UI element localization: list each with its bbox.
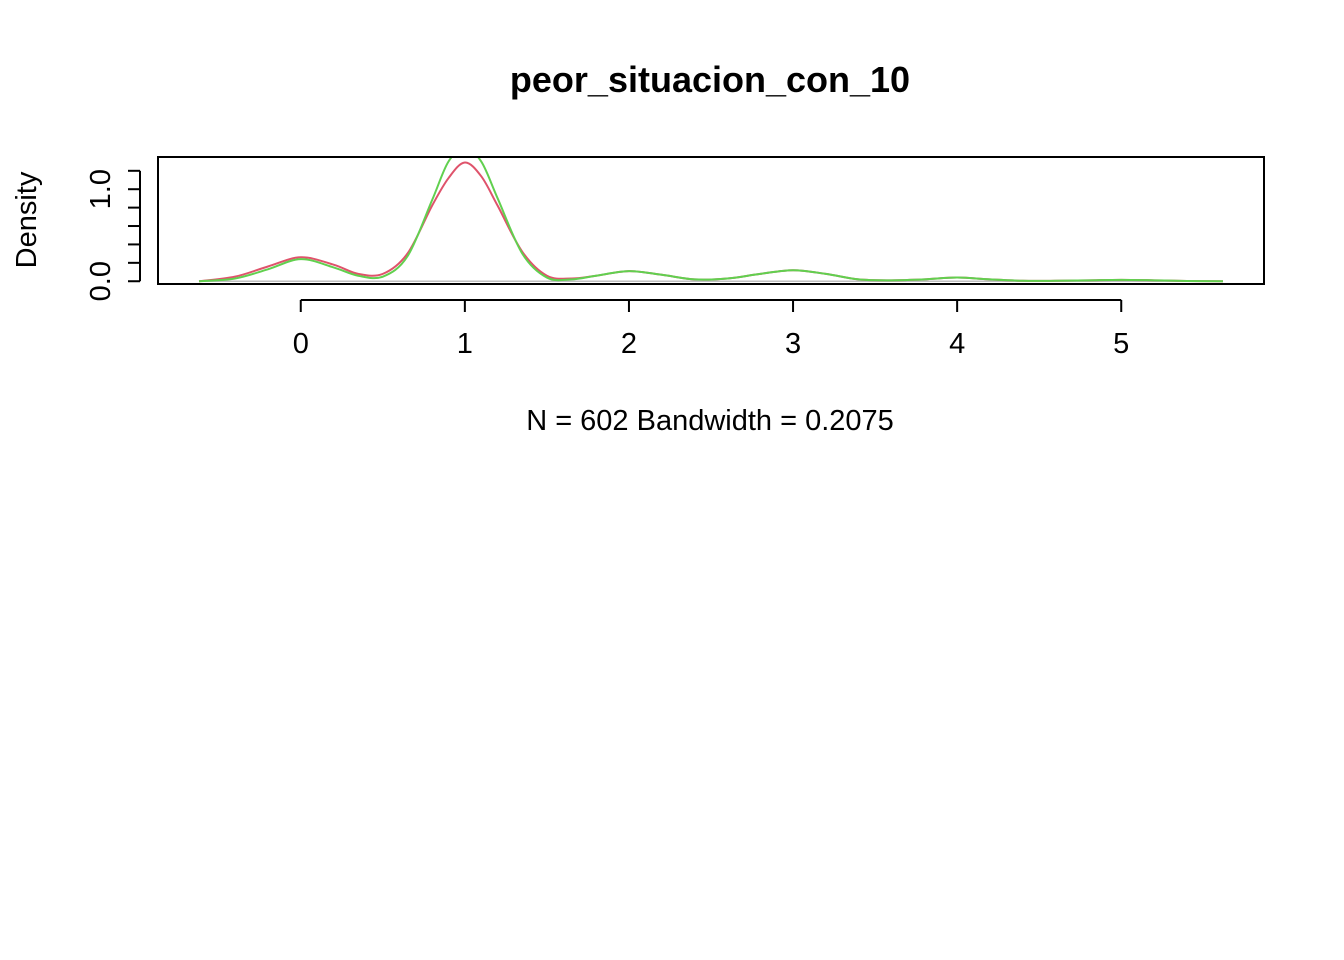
- plot-frame: [157, 156, 1265, 285]
- y-axis-label: Density: [11, 171, 43, 268]
- density-line-2: [198, 157, 1223, 283]
- x-axis-label: N = 602 Bandwidth = 0.2075: [526, 405, 894, 437]
- x-tick-label: 4: [949, 328, 965, 360]
- y-axis: 0.0 1.0: [85, 169, 141, 301]
- y-tick-label: 0.0: [85, 261, 117, 301]
- x-axis: 0 1 2 3 4 5: [293, 299, 1129, 360]
- chart-title: peor_situacion_con_10: [510, 59, 910, 100]
- x-tick-label: 5: [1113, 328, 1129, 360]
- x-tick-label: 2: [621, 328, 637, 360]
- y-tick-label: 1.0: [85, 169, 117, 209]
- density-curves: [198, 157, 1223, 283]
- x-tick-label: 3: [785, 328, 801, 360]
- x-tick-label: 0: [293, 328, 309, 360]
- x-tick-label: 1: [457, 328, 473, 360]
